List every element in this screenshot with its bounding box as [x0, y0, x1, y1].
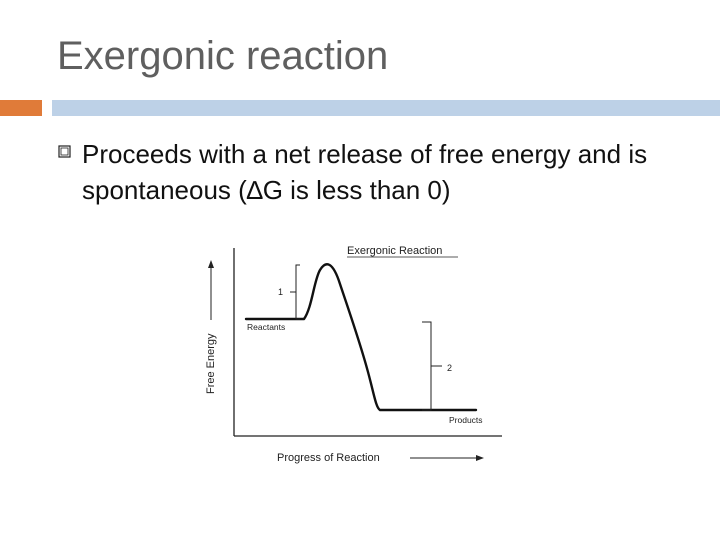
diagram-title: Exergonic Reaction: [347, 245, 442, 257]
title-rule-bar: [52, 100, 720, 116]
x-axis-label: Progress of Reaction: [277, 452, 380, 464]
reactants-label: Reactants: [247, 322, 285, 332]
bullet-text: Proceeds with a net release of free ener…: [82, 139, 648, 205]
bracket-2-label: 2: [447, 363, 452, 373]
hollow-square-bullet-icon: [58, 145, 71, 158]
products-label: Products: [449, 415, 483, 425]
slide-title: Exergonic reaction: [57, 34, 389, 78]
y-axis-label: Free Energy: [205, 333, 217, 394]
bracket-1-label: 1: [278, 287, 283, 297]
accent-bar: [0, 100, 42, 116]
bracket-2: [422, 321, 432, 411]
energy-diagram: Exergonic Reaction Reactants Products 1 …: [205, 245, 502, 464]
bracket-1: [295, 264, 300, 320]
energy-curve: [244, 263, 478, 412]
x-axis-arrowhead: [476, 455, 484, 461]
y-axis-arrowhead: [208, 260, 214, 268]
